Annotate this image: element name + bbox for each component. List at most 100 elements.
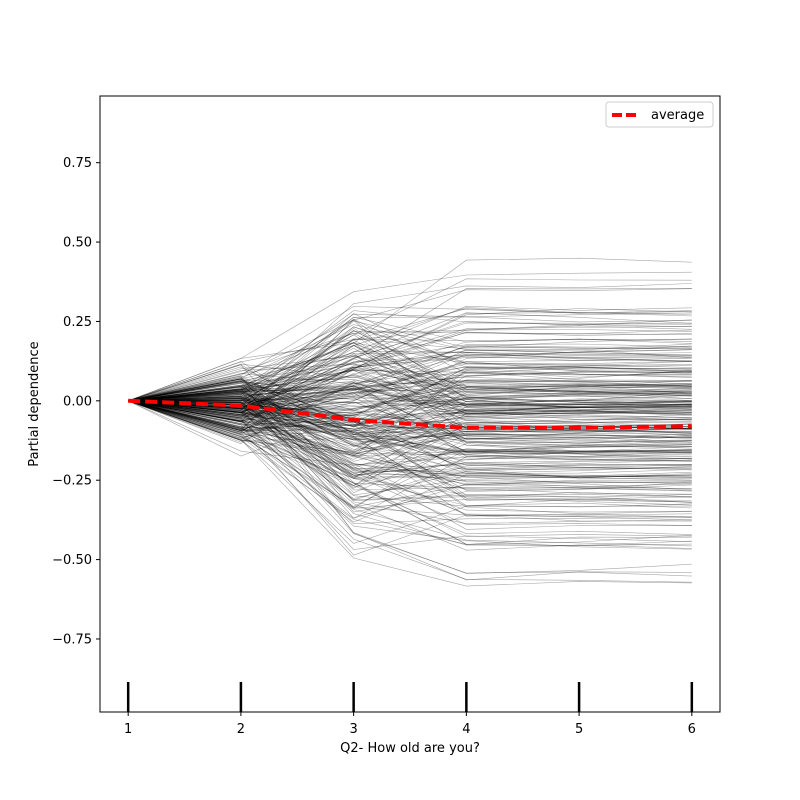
ice-line [128,364,692,474]
ice-line [128,398,692,433]
x-tick-label: 5 [575,722,583,737]
ice-line [128,343,692,402]
ice-line [128,400,692,471]
ice-line [128,400,692,453]
ice-line [128,400,692,457]
ice-line [128,400,692,550]
ice-line [128,324,692,402]
ice-line [128,388,692,445]
ice-line [128,330,692,416]
ice-line [128,381,692,403]
ice-line [128,395,692,476]
ice-line [128,400,692,486]
ice-line [128,400,692,525]
ice-line [128,400,692,461]
ice-line [128,400,692,452]
x-tick-label: 4 [462,722,470,737]
ice-line [128,400,692,458]
ice-line [128,366,692,422]
ice-line [128,320,692,422]
ice-line [128,376,692,410]
ice-line [128,355,692,414]
ice-line [128,387,692,402]
ice-line [128,388,692,413]
ice-line [128,367,692,424]
ice-line [128,400,692,441]
ice-line [128,400,692,583]
ice-line [128,392,692,484]
ice-line [128,374,692,402]
x-tick-label: 6 [688,722,696,737]
ice-line [128,339,692,413]
ice-line [128,363,692,402]
ice-line [128,400,692,535]
ice-line [128,377,692,516]
ice-line [128,400,692,473]
ice-line [128,380,692,423]
ice-line [128,338,692,413]
y-tick-label: 0.00 [63,394,92,409]
ice-line [128,398,692,453]
ice-line [128,278,692,402]
ice-line [128,376,692,408]
ice-line [128,366,692,425]
ice-line [128,383,692,429]
ice-line [128,352,692,413]
ice-line [128,312,692,402]
ice-line [128,386,692,496]
plot-frame [99,95,721,713]
ice-line [128,345,692,402]
ice-line [128,352,692,402]
ice-line [128,400,692,476]
ice-line [128,380,692,419]
ice-line [128,400,692,460]
ice-line [128,391,692,431]
ice-line [128,329,692,402]
ice-line [128,400,692,453]
y-tick-label: −0.25 [52,474,92,489]
ice-line [128,361,692,428]
ice-line [128,400,692,442]
ice-line [128,400,692,423]
ice-line [128,257,692,402]
ice-line [128,380,692,432]
ice-line [128,400,692,454]
y-tick-label: 0.75 [63,156,92,171]
average-line [128,398,692,430]
ice-line [128,400,692,447]
ice-line [128,400,692,453]
ice-line [128,386,692,407]
ice-line [128,400,692,550]
ice-line [128,373,692,423]
ice-line [128,389,692,443]
ice-line [128,382,692,431]
ice-line [128,313,692,402]
y-axis: 0.75 0.50 0.25 0.00 −0.25 −0.50 −0.75 [52,156,100,647]
ice-line [128,393,692,515]
ice-line [128,378,692,522]
ice-line [128,305,692,402]
ice-line [128,400,692,486]
ice-line [128,349,692,418]
ice-line [128,397,692,546]
ice-line [128,369,692,402]
ice-line [128,338,692,402]
ice-line [128,358,692,413]
x-axis: 1 2 3 4 5 6 [124,712,696,737]
ice-line [128,366,692,402]
ice-line [128,387,692,414]
ice-line [128,400,692,499]
ice-line [128,366,692,425]
ice-line [128,310,692,402]
ice-line [128,355,692,408]
ice-line [128,375,692,508]
ice-line [128,378,692,434]
ice-line [128,400,692,509]
ice-line [128,400,692,455]
ice-line [128,387,692,417]
ice-line [128,352,692,448]
ice-line [128,392,692,487]
ice-line [128,371,692,404]
ice-line [128,400,692,466]
